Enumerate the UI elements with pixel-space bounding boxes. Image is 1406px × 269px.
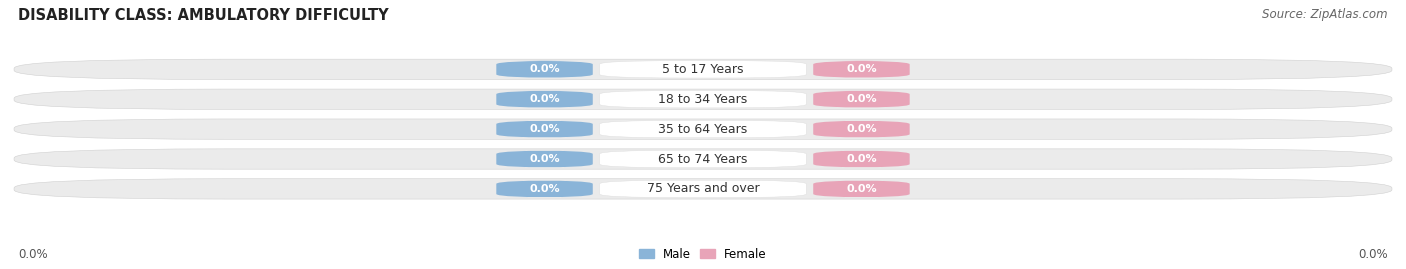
- Text: 0.0%: 0.0%: [1358, 248, 1388, 261]
- FancyBboxPatch shape: [599, 121, 807, 138]
- Text: 0.0%: 0.0%: [846, 94, 877, 104]
- FancyBboxPatch shape: [14, 119, 1392, 139]
- Text: DISABILITY CLASS: AMBULATORY DIFFICULTY: DISABILITY CLASS: AMBULATORY DIFFICULTY: [18, 8, 389, 23]
- Text: 0.0%: 0.0%: [846, 124, 877, 134]
- Text: 18 to 34 Years: 18 to 34 Years: [658, 93, 748, 106]
- FancyBboxPatch shape: [14, 59, 1392, 80]
- FancyBboxPatch shape: [813, 150, 910, 168]
- FancyBboxPatch shape: [496, 121, 593, 138]
- Legend: Male, Female: Male, Female: [634, 243, 772, 265]
- Text: 0.0%: 0.0%: [529, 154, 560, 164]
- FancyBboxPatch shape: [599, 91, 807, 108]
- Text: 0.0%: 0.0%: [846, 154, 877, 164]
- Text: 5 to 17 Years: 5 to 17 Years: [662, 63, 744, 76]
- FancyBboxPatch shape: [496, 61, 593, 78]
- Text: 0.0%: 0.0%: [529, 94, 560, 104]
- FancyBboxPatch shape: [813, 180, 910, 197]
- FancyBboxPatch shape: [496, 91, 593, 108]
- FancyBboxPatch shape: [496, 180, 593, 197]
- FancyBboxPatch shape: [599, 180, 807, 197]
- FancyBboxPatch shape: [813, 61, 910, 78]
- Text: 0.0%: 0.0%: [18, 248, 48, 261]
- Text: 0.0%: 0.0%: [529, 64, 560, 74]
- FancyBboxPatch shape: [813, 91, 910, 108]
- Text: 75 Years and over: 75 Years and over: [647, 182, 759, 195]
- FancyBboxPatch shape: [599, 61, 807, 78]
- Text: 0.0%: 0.0%: [846, 184, 877, 194]
- Text: 0.0%: 0.0%: [846, 64, 877, 74]
- FancyBboxPatch shape: [14, 179, 1392, 199]
- Text: Source: ZipAtlas.com: Source: ZipAtlas.com: [1263, 8, 1388, 21]
- FancyBboxPatch shape: [813, 121, 910, 138]
- FancyBboxPatch shape: [599, 150, 807, 168]
- FancyBboxPatch shape: [14, 89, 1392, 109]
- Text: 65 to 74 Years: 65 to 74 Years: [658, 153, 748, 165]
- Text: 0.0%: 0.0%: [529, 124, 560, 134]
- Text: 35 to 64 Years: 35 to 64 Years: [658, 123, 748, 136]
- Text: 0.0%: 0.0%: [529, 184, 560, 194]
- FancyBboxPatch shape: [496, 150, 593, 168]
- FancyBboxPatch shape: [14, 149, 1392, 169]
